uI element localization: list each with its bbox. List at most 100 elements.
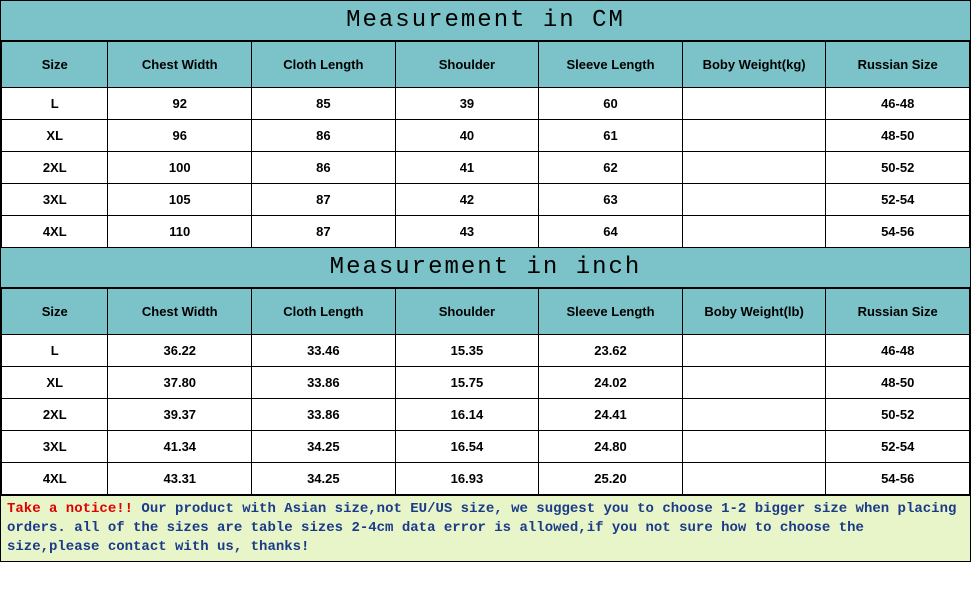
- col-header: Sleeve Length: [539, 289, 683, 335]
- table-cell: 15.35: [395, 335, 539, 367]
- table-cell: 2XL: [2, 399, 108, 431]
- table-cell: 25.20: [539, 463, 683, 495]
- table-inch: Size Chest Width Cloth Length Shoulder S…: [1, 288, 970, 495]
- table-cell: 63: [539, 184, 683, 216]
- table-cm: Size Chest Width Cloth Length Shoulder S…: [1, 41, 970, 248]
- table-cell: XL: [2, 367, 108, 399]
- table-cell: L: [2, 88, 108, 120]
- table-cell: 50-52: [826, 152, 970, 184]
- col-header: Russian Size: [826, 42, 970, 88]
- col-header: Boby Weight(lb): [682, 289, 826, 335]
- table-cell: 3XL: [2, 184, 108, 216]
- table-cell: 16.54: [395, 431, 539, 463]
- table-cell: 2XL: [2, 152, 108, 184]
- table-header-row: Size Chest Width Cloth Length Shoulder S…: [2, 42, 970, 88]
- table-cell: 46-48: [826, 335, 970, 367]
- table-cell: [682, 431, 826, 463]
- table-cell: 34.25: [252, 463, 396, 495]
- table-cell: [682, 152, 826, 184]
- table-cell: 92: [108, 88, 252, 120]
- table-cell: L: [2, 335, 108, 367]
- table-row: XL37.8033.8615.7524.02 48-50: [2, 367, 970, 399]
- table-cell: XL: [2, 120, 108, 152]
- size-chart-container: Measurement in CM Size Chest Width Cloth…: [0, 0, 971, 562]
- table-cell: 87: [252, 184, 396, 216]
- col-header: Cloth Length: [252, 289, 396, 335]
- col-header: Size: [2, 42, 108, 88]
- table-cell: 3XL: [2, 431, 108, 463]
- table-row: 4XL43.3134.2516.9325.20 54-56: [2, 463, 970, 495]
- table-cell: 39: [395, 88, 539, 120]
- section-title-cm: Measurement in CM: [1, 1, 970, 41]
- table-cell: 85: [252, 88, 396, 120]
- table-cell: 52-54: [826, 184, 970, 216]
- table-cell: 16.14: [395, 399, 539, 431]
- table-cell: [682, 216, 826, 248]
- notice-body: Our product with Asian size,not EU/US si…: [7, 501, 956, 555]
- table-cell: 24.80: [539, 431, 683, 463]
- table-cell: 105: [108, 184, 252, 216]
- table-cell: 37.80: [108, 367, 252, 399]
- col-header: Russian Size: [826, 289, 970, 335]
- table-cell: [682, 367, 826, 399]
- table-cell: 24.02: [539, 367, 683, 399]
- col-header: Shoulder: [395, 42, 539, 88]
- table-row: L36.2233.4615.3523.62 46-48: [2, 335, 970, 367]
- table-cell: 48-50: [826, 367, 970, 399]
- table-cell: 15.75: [395, 367, 539, 399]
- table-row: 4XL110874364 54-56: [2, 216, 970, 248]
- notice-warn: Take a notice!!: [7, 501, 133, 517]
- table-row: 3XL41.3434.2516.5424.80 52-54: [2, 431, 970, 463]
- table-cell: 43: [395, 216, 539, 248]
- table-header-row: Size Chest Width Cloth Length Shoulder S…: [2, 289, 970, 335]
- table-cell: 100: [108, 152, 252, 184]
- col-header: Chest Width: [108, 289, 252, 335]
- table-cell: 46-48: [826, 88, 970, 120]
- col-header: Size: [2, 289, 108, 335]
- table-cell: 52-54: [826, 431, 970, 463]
- table-cell: 23.62: [539, 335, 683, 367]
- table-cell: 42: [395, 184, 539, 216]
- table-cell: 61: [539, 120, 683, 152]
- table-cell: 16.93: [395, 463, 539, 495]
- table-row: 2XL39.3733.8616.1424.4150-52: [2, 399, 970, 431]
- table-cell: [682, 335, 826, 367]
- table-cell: 110: [108, 216, 252, 248]
- table-cell: 40: [395, 120, 539, 152]
- table-row: 3XL105874263 52-54: [2, 184, 970, 216]
- table-cell: 41: [395, 152, 539, 184]
- table-cell: 86: [252, 152, 396, 184]
- col-header: Cloth Length: [252, 42, 396, 88]
- table-cell: 36.22: [108, 335, 252, 367]
- table-cell: [682, 88, 826, 120]
- table-cell: 50-52: [826, 399, 970, 431]
- table-cell: [682, 120, 826, 152]
- table-cell: 54-56: [826, 216, 970, 248]
- table-cell: 60: [539, 88, 683, 120]
- notice-text: Take a notice!! Our product with Asian s…: [1, 495, 970, 561]
- table-cell: 96: [108, 120, 252, 152]
- table-cell: 33.86: [252, 399, 396, 431]
- table-cell: 48-50: [826, 120, 970, 152]
- table-cell: 64: [539, 216, 683, 248]
- table-cell: [682, 184, 826, 216]
- table-cell: 33.46: [252, 335, 396, 367]
- table-cell: 41.34: [108, 431, 252, 463]
- table-cell: 54-56: [826, 463, 970, 495]
- table-row: XL9686406148-50: [2, 120, 970, 152]
- table-cell: 4XL: [2, 463, 108, 495]
- col-header: Boby Weight(kg): [682, 42, 826, 88]
- col-header: Shoulder: [395, 289, 539, 335]
- col-header: Chest Width: [108, 42, 252, 88]
- table-cell: 33.86: [252, 367, 396, 399]
- table-cell: 34.25: [252, 431, 396, 463]
- table-cell: 62: [539, 152, 683, 184]
- table-cell: 39.37: [108, 399, 252, 431]
- table-cell: 43.31: [108, 463, 252, 495]
- table-cell: 4XL: [2, 216, 108, 248]
- section-title-inch: Measurement in inch: [1, 248, 970, 288]
- col-header: Sleeve Length: [539, 42, 683, 88]
- table-row: L92853960 46-48: [2, 88, 970, 120]
- table-cell: 87: [252, 216, 396, 248]
- table-cell: [682, 463, 826, 495]
